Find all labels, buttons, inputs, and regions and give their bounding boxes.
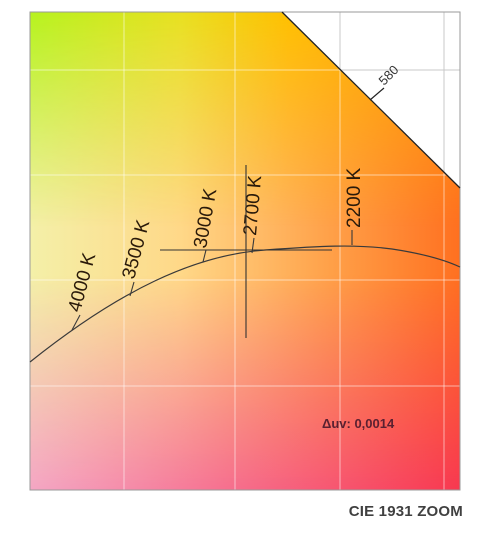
planckian-locus bbox=[29, 245, 461, 363]
isotherm-ticks bbox=[71, 230, 353, 331]
spectral-locus bbox=[281, 11, 461, 189]
cct-label-2200k: 2200 K bbox=[344, 167, 365, 228]
measurement-crosshair bbox=[160, 165, 332, 338]
grid-outside bbox=[339, 12, 460, 172]
delta-uv-label: Δuv: 0,0014 bbox=[322, 416, 395, 431]
diagram-caption: CIE 1931 ZOOM bbox=[348, 503, 463, 520]
wavelength-tick bbox=[369, 87, 385, 101]
plot-frame bbox=[29, 11, 461, 491]
